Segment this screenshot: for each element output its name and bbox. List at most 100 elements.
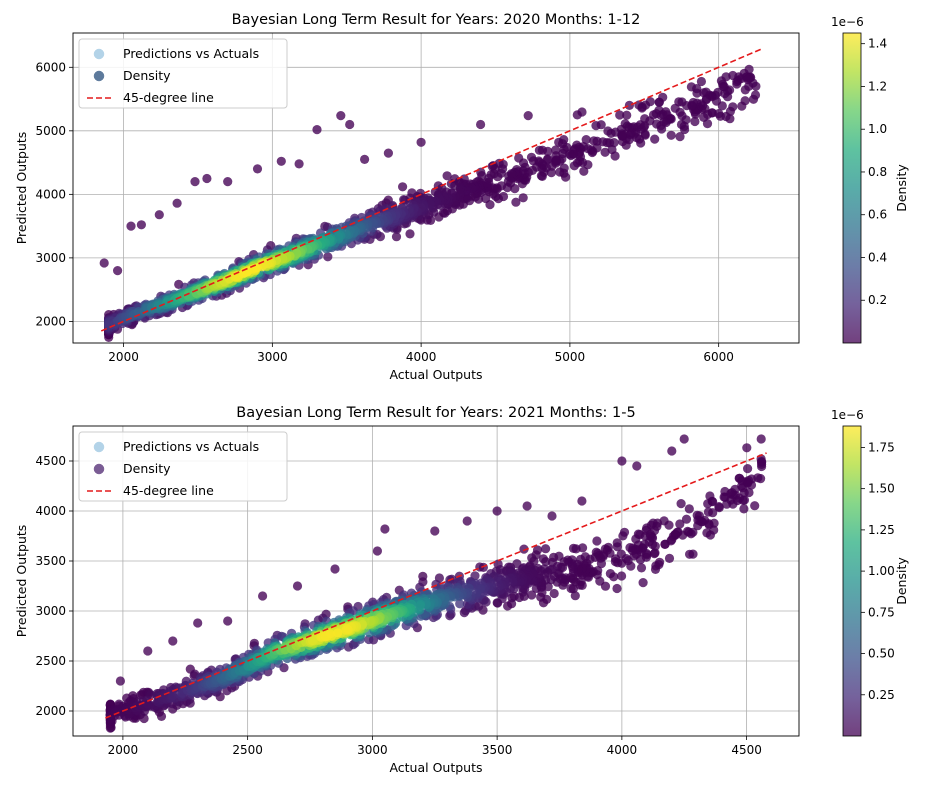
data-point bbox=[325, 629, 335, 639]
x-tick-label: 5000 bbox=[555, 350, 586, 364]
data-point bbox=[168, 691, 178, 701]
data-point bbox=[739, 504, 749, 514]
data-point bbox=[364, 634, 374, 645]
data-point bbox=[632, 461, 642, 471]
data-point bbox=[251, 263, 261, 273]
reference-line-45-degree bbox=[105, 452, 767, 719]
colorbar-tick-label: 0.75 bbox=[868, 605, 895, 619]
colorbar-tick-label: 0.25 bbox=[868, 688, 895, 702]
data-point bbox=[622, 110, 632, 120]
data-point bbox=[519, 544, 529, 554]
data-point bbox=[743, 74, 753, 85]
y-tick-label: 3000 bbox=[35, 251, 66, 265]
chart-panel-1: 2000 3000 4000 5000 6000 2000 3000 4000 5000 6000… bbox=[14, 12, 909, 382]
legend-box bbox=[78, 431, 288, 502]
scatter-points bbox=[99, 64, 761, 342]
data-point bbox=[684, 504, 694, 514]
y-tick-label: 2500 bbox=[35, 654, 66, 668]
data-point bbox=[566, 583, 576, 594]
x-tick-label: 4000 bbox=[607, 743, 638, 757]
legend-label: Density bbox=[123, 461, 171, 476]
data-point bbox=[750, 90, 761, 100]
legend: Predictions vs Actuals Density 45-degree l… bbox=[78, 38, 288, 109]
data-point bbox=[693, 521, 703, 531]
data-point bbox=[559, 163, 569, 173]
data-point bbox=[252, 164, 263, 174]
colorbar-tick-label: 0.6 bbox=[868, 208, 887, 222]
data-point bbox=[380, 524, 390, 534]
data-point bbox=[113, 266, 123, 276]
data-point bbox=[600, 147, 610, 157]
data-point bbox=[168, 636, 178, 646]
y-axis-label: Predicted Outputs bbox=[14, 525, 29, 638]
data-point bbox=[742, 443, 752, 453]
data-point bbox=[740, 96, 750, 106]
data-point bbox=[675, 132, 685, 142]
data-point bbox=[547, 511, 557, 521]
colorbar-exponent: 1e−6 bbox=[831, 408, 864, 422]
legend-marker bbox=[93, 48, 105, 60]
y-tick-label: 5000 bbox=[35, 124, 66, 138]
data-point bbox=[611, 554, 621, 564]
data-point bbox=[591, 121, 601, 131]
data-point bbox=[681, 514, 692, 524]
data-point bbox=[312, 125, 322, 135]
colorbar-tick-label: 0.50 bbox=[868, 647, 895, 661]
legend-label: Predictions vs Actuals bbox=[123, 439, 259, 454]
colorbar-tick-label: 0.8 bbox=[868, 165, 887, 179]
data-point bbox=[493, 172, 503, 182]
data-point bbox=[398, 182, 408, 192]
data-point bbox=[172, 198, 182, 208]
data-point bbox=[664, 553, 675, 564]
legend-label: 45-degree line bbox=[123, 483, 214, 498]
data-point bbox=[223, 177, 233, 187]
data-point bbox=[740, 85, 750, 95]
data-point bbox=[570, 591, 580, 601]
data-point bbox=[654, 97, 664, 107]
data-point bbox=[405, 229, 415, 239]
data-point bbox=[415, 600, 425, 611]
chart-panel-2: 2000 2500 3000 3500 4000 4500 2000 2500 3000 3500… bbox=[14, 405, 909, 775]
data-point bbox=[462, 516, 472, 526]
data-point bbox=[728, 102, 738, 112]
x-tick-label: 3000 bbox=[357, 743, 388, 757]
data-point bbox=[345, 119, 355, 130]
data-point bbox=[675, 519, 685, 529]
data-point bbox=[738, 483, 748, 493]
data-point bbox=[478, 562, 488, 573]
y-tick-label: 2000 bbox=[35, 704, 66, 718]
data-point bbox=[202, 173, 212, 184]
data-point bbox=[333, 628, 343, 638]
data-point bbox=[541, 544, 551, 554]
data-point bbox=[571, 544, 581, 554]
y-tick-label: 4500 bbox=[35, 454, 66, 468]
x-tick-label: 3500 bbox=[482, 743, 513, 757]
colorbar-tick-label: 1.50 bbox=[868, 482, 895, 496]
reference-line-45-degree bbox=[100, 47, 764, 332]
colorbar-gradient bbox=[842, 32, 862, 344]
data-point bbox=[696, 76, 707, 87]
data-point bbox=[664, 520, 674, 530]
data-point bbox=[522, 501, 532, 511]
legend-label: Density bbox=[123, 68, 171, 83]
data-point bbox=[625, 543, 635, 553]
axes-frame bbox=[72, 32, 800, 344]
data-point bbox=[143, 646, 153, 656]
y-tick-label: 4000 bbox=[35, 187, 66, 201]
x-tick-label: 2000 bbox=[108, 743, 139, 757]
data-point bbox=[383, 148, 393, 158]
data-point bbox=[258, 591, 268, 601]
y-tick-label: 6000 bbox=[35, 60, 66, 74]
data-point bbox=[476, 119, 486, 130]
colorbar-tick-label: 1.4 bbox=[868, 37, 887, 51]
data-point bbox=[606, 128, 616, 138]
data-point bbox=[596, 559, 607, 569]
data-point bbox=[753, 473, 763, 483]
chart-title: Bayesian Long Term Result for Years: 202… bbox=[236, 405, 635, 421]
data-point bbox=[592, 536, 602, 546]
scatter-points bbox=[105, 434, 767, 733]
colorbar: 0.25 0.50 0.75 1.00 1.25 1.50 1.75 1e−6 Density bbox=[831, 408, 909, 737]
data-point bbox=[330, 564, 340, 574]
data-point bbox=[509, 591, 519, 601]
data-point bbox=[650, 134, 660, 144]
